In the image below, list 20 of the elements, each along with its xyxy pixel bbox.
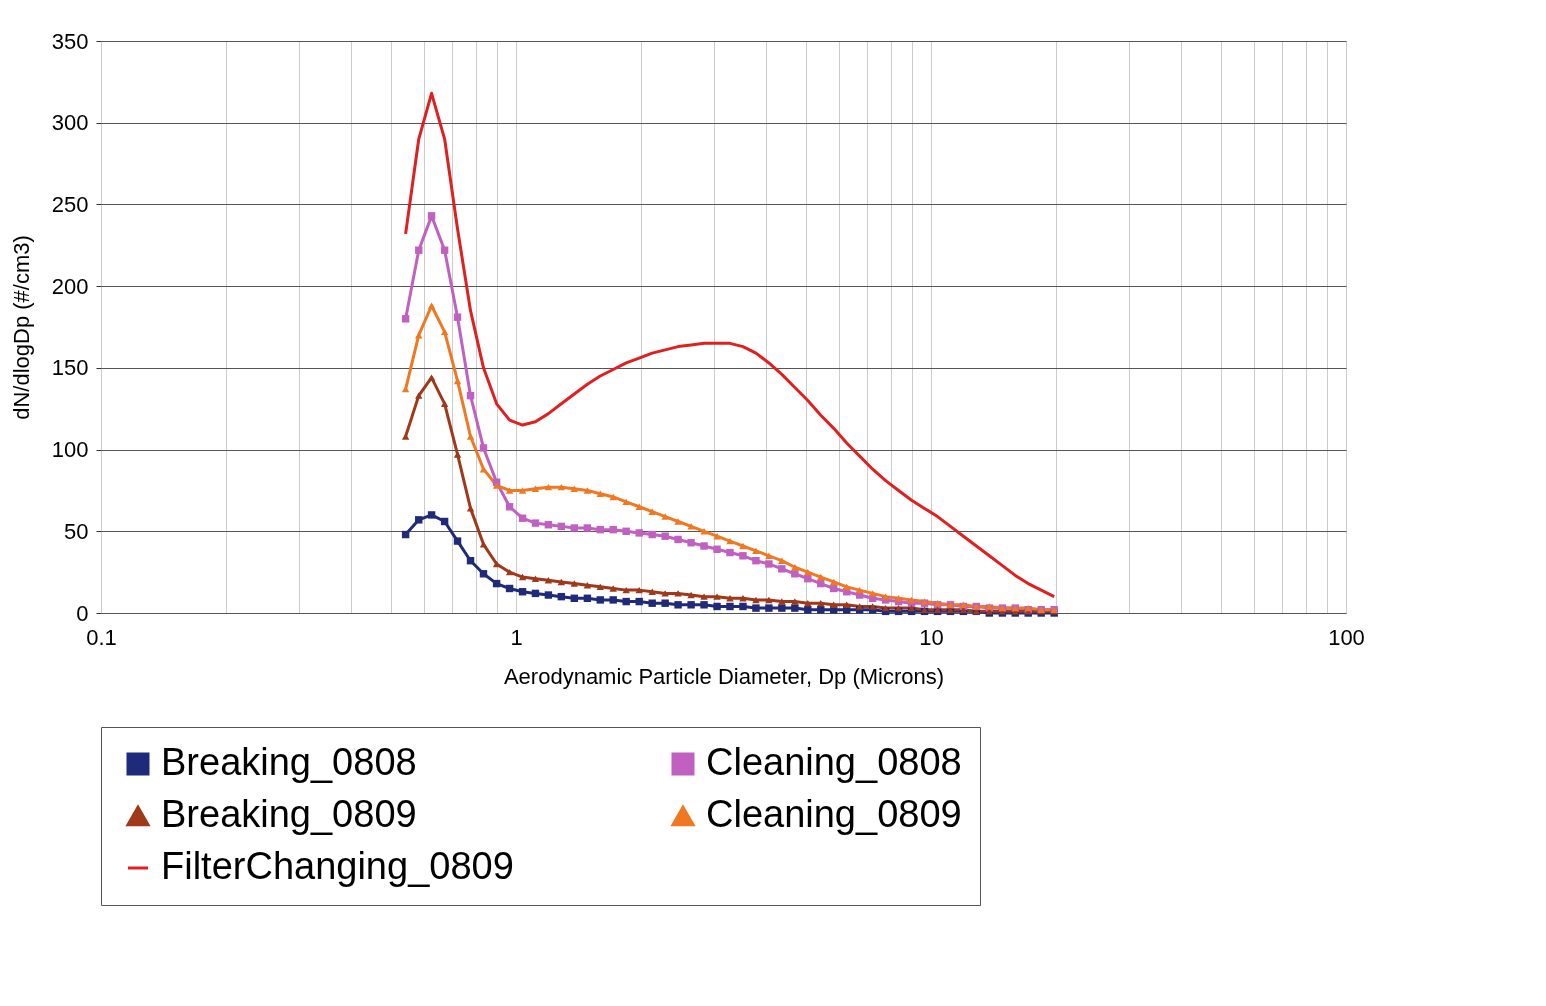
line-series [404, 91, 1056, 599]
legend-label: Cleaning_0809 [706, 793, 962, 835]
legend-label: Cleaning_0808 [706, 741, 962, 783]
x-tick-label: 100 [1328, 624, 1365, 650]
y-tick-label: 150 [51, 355, 89, 381]
legend-label: Breaking_0808 [161, 741, 417, 783]
y-tick-label: 250 [51, 191, 89, 217]
legend-label: Breaking_0809 [161, 793, 417, 835]
y-tick-label: 50 [64, 518, 89, 544]
y-tick-label: 300 [51, 110, 89, 136]
legend-label: FilterChanging_0809 [161, 845, 514, 887]
x-tick-label: 10 [919, 624, 944, 650]
y-tick-label: 200 [51, 273, 89, 299]
y-axis-title: dN/dlogDp (#/cm3) [8, 235, 34, 420]
x-axis-title: Aerodynamic Particle Diameter, Dp (Microns) [503, 663, 945, 689]
x-tick-label: 0.1 [86, 624, 117, 650]
x-tick-label: 1 [510, 624, 523, 650]
y-tick-label: 100 [51, 437, 89, 463]
y-tick-label: 0 [76, 600, 89, 626]
y-tick-label: 350 [51, 28, 89, 54]
